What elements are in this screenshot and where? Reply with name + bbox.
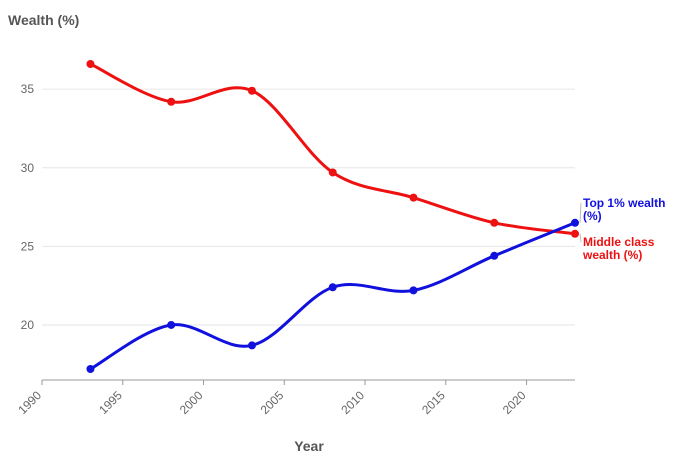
top-1pct-point[interactable] — [167, 320, 176, 329]
x-tick-label: 1995 — [96, 388, 125, 417]
x-axis-ticks: 1990 1995 2000 2005 2010 2015 2020 — [15, 380, 529, 417]
x-tick-label: 2020 — [500, 388, 529, 417]
top-1pct-point[interactable] — [328, 283, 337, 292]
middle-class-point[interactable] — [409, 193, 418, 202]
middle-class-point[interactable] — [247, 86, 256, 95]
top-1pct-series-label: (%) — [583, 209, 602, 223]
y-tick-label: 20 — [21, 318, 35, 332]
middle-class-label-connector — [579, 233, 582, 242]
series-lines — [89, 62, 576, 371]
top-1pct-label-connector — [579, 202, 582, 223]
top-1pct-point[interactable] — [571, 218, 579, 227]
x-tick-label: 2005 — [258, 388, 287, 417]
x-tick-label: 2010 — [338, 388, 367, 417]
gridlines — [42, 88, 575, 326]
top-1pct-point[interactable] — [86, 364, 95, 373]
x-tick-label: 2015 — [419, 388, 448, 417]
middle-class-series-label: wealth (%) — [582, 248, 642, 262]
top-1pct-point[interactable] — [409, 286, 418, 295]
x-axis-title: Year — [294, 438, 324, 454]
top-1pct-line — [89, 221, 576, 371]
top-1pct-point[interactable] — [247, 341, 256, 350]
middle-class-series-label: Middle class — [583, 235, 655, 249]
y-tick-label: 25 — [21, 239, 35, 253]
middle-class-point[interactable] — [328, 168, 337, 177]
top-1pct-series-label: Top 1% wealth — [583, 196, 665, 210]
series-points — [86, 60, 579, 373]
x-tick-label: 1990 — [15, 388, 44, 417]
y-tick-label: 30 — [21, 161, 35, 175]
middle-class-point[interactable] — [571, 229, 579, 238]
middle-class-point[interactable] — [86, 60, 95, 69]
y-tick-label: 35 — [21, 82, 35, 96]
top-1pct-point[interactable] — [490, 251, 499, 260]
y-axis-title: Wealth (%) — [8, 12, 79, 28]
y-axis-ticks: 20 25 30 35 — [21, 82, 35, 332]
x-tick-label: 2000 — [177, 388, 206, 417]
middle-class-point[interactable] — [167, 97, 176, 106]
middle-class-point[interactable] — [490, 218, 499, 227]
